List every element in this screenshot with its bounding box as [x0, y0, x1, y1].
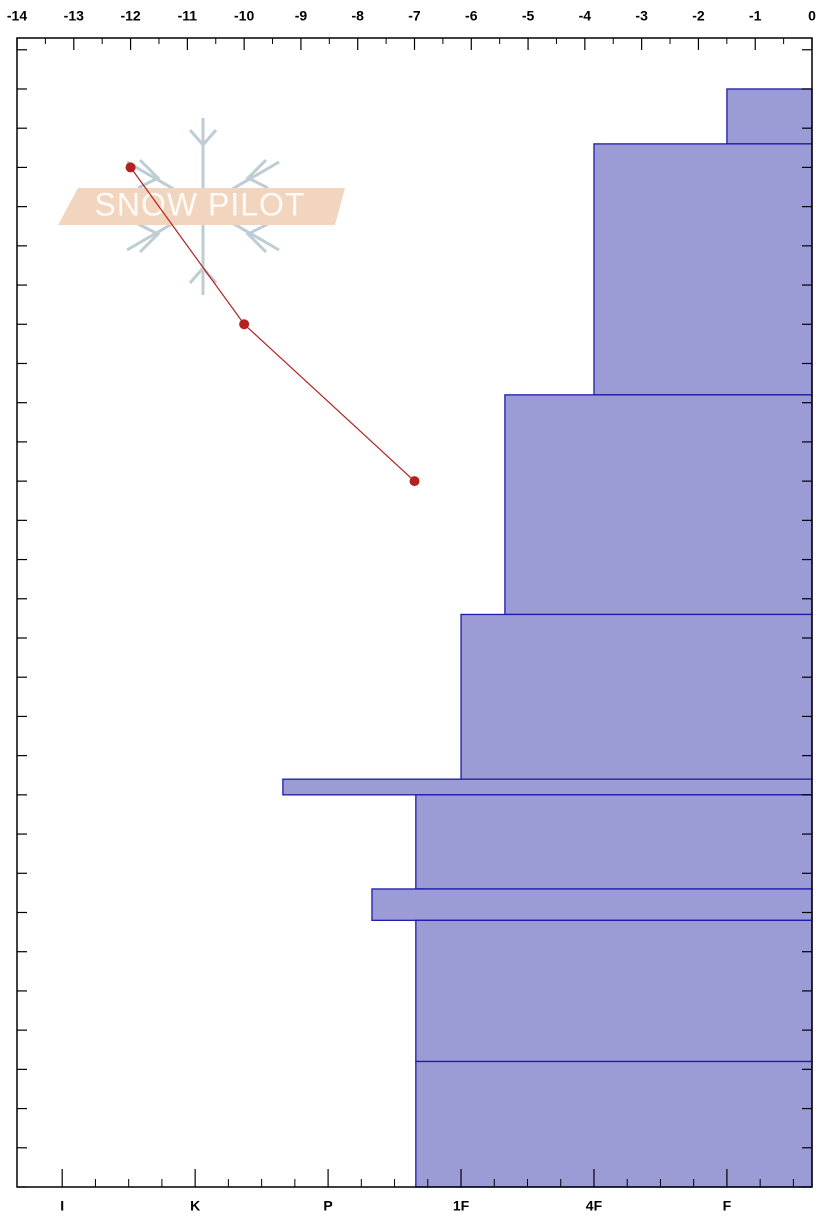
hardness-tick-label: F: [723, 1198, 732, 1214]
hardness-layer: [504, 394, 813, 616]
temperature-point: [409, 476, 420, 487]
watermark-text: SNOW PILOT: [95, 186, 306, 222]
temperature-tick-label: -4: [579, 8, 592, 24]
hardness-layer: [593, 143, 813, 396]
temperature-tick-label: -5: [522, 8, 535, 24]
temperature-tick-label: -8: [351, 8, 364, 24]
temperature-tick-label: -9: [295, 8, 308, 24]
hardness-layer: [726, 88, 813, 145]
temperature-tick-label: -10: [234, 8, 254, 24]
hardness-layer: [415, 1060, 813, 1188]
temperature-tick-label: -11: [178, 8, 198, 24]
hardness-tick-label: 4F: [586, 1198, 603, 1214]
temperature-tick-label: -6: [465, 8, 478, 24]
hardness-tick-label: P: [323, 1198, 332, 1214]
watermark-logo: [58, 118, 345, 295]
temperature-tick-label: 0: [808, 8, 816, 24]
hardness-layer: [282, 778, 813, 796]
temperature-tick-label: -14: [7, 8, 27, 24]
temperature-tick-label: -1: [749, 8, 762, 24]
temperature-tick-label: -13: [64, 8, 84, 24]
hardness-layer: [460, 613, 813, 780]
temperature-tick-label: -7: [408, 8, 421, 24]
temperature-tick-label: -3: [635, 8, 648, 24]
hardness-layer: [415, 794, 813, 890]
hardness-layer: [415, 919, 813, 1063]
temperature-tick-label: -12: [120, 8, 140, 24]
temperature-point: [239, 319, 250, 330]
temperature-point: [125, 162, 136, 173]
hardness-layer: [371, 888, 813, 921]
hardness-tick-label: K: [190, 1198, 200, 1214]
hardness-tick-label: 1F: [453, 1198, 470, 1214]
temperature-tick-label: -2: [692, 8, 705, 24]
hardness-tick-label: I: [60, 1198, 64, 1214]
